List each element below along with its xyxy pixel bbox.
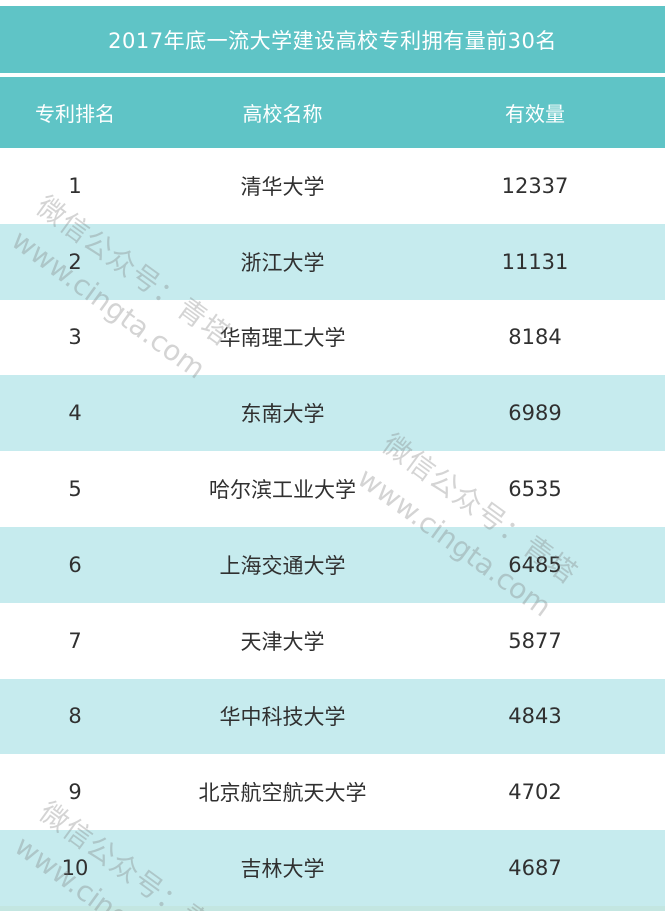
table-row: 5 哈尔滨工业大学 6535 bbox=[0, 451, 665, 527]
cell-name: 华中科技大学 bbox=[219, 705, 346, 730]
cell-value: 4702 bbox=[508, 780, 562, 805]
page-title: 2017年底一流大学建设高校专利拥有量前30名 bbox=[108, 28, 557, 53]
table-row: 7 天津大学 5877 bbox=[0, 602, 665, 679]
column-header-rank: 专利排名 bbox=[35, 102, 115, 126]
cell-name: 华南理工大学 bbox=[219, 326, 346, 351]
cell-rank: 1 bbox=[68, 173, 82, 198]
cell-value: 6485 bbox=[508, 552, 562, 577]
cell-rank: 7 bbox=[68, 628, 82, 653]
cell-rank: 10 bbox=[61, 856, 89, 881]
table-row: 9 北京航空航天大学 4702 bbox=[0, 754, 665, 831]
cell-name: 北京航空航天大学 bbox=[198, 781, 367, 806]
table-row: 1 清华大学 12337 bbox=[0, 148, 665, 224]
cell-rank: 5 bbox=[68, 477, 82, 502]
cell-name: 吉林大学 bbox=[240, 857, 325, 882]
cell-value: 12337 bbox=[501, 173, 569, 198]
cell-value: 4843 bbox=[508, 704, 562, 729]
cell-value: 8184 bbox=[508, 325, 562, 350]
table-title-bar: 2017年底一流大学建设高校专利拥有量前30名 bbox=[0, 6, 665, 73]
cell-value: 5877 bbox=[508, 628, 562, 653]
table-body: 1 清华大学 12337 2 浙江大学 11131 3 华南理工大学 8184 4 东南大学 6989… bbox=[0, 148, 665, 906]
cell-rank: 4 bbox=[68, 401, 82, 426]
bottom-strip bbox=[0, 906, 665, 911]
cell-name: 上海交通大学 bbox=[219, 553, 346, 578]
cell-value: 4687 bbox=[508, 856, 562, 881]
table-row: 6 上海交通大学 6485 bbox=[0, 526, 665, 603]
cell-value: 6535 bbox=[508, 477, 562, 502]
table-row: 4 东南大学 6989 bbox=[0, 375, 665, 452]
cell-value: 11131 bbox=[501, 249, 569, 274]
table-row: 10 吉林大学 4687 bbox=[0, 830, 665, 906]
cell-rank: 8 bbox=[68, 704, 82, 729]
cell-name: 哈尔滨工业大学 bbox=[209, 478, 356, 503]
column-header-count: 有效量 bbox=[505, 102, 565, 126]
column-header-university: 高校名称 bbox=[242, 102, 323, 126]
cell-name: 东南大学 bbox=[240, 402, 325, 427]
cell-rank: 9 bbox=[68, 780, 82, 805]
table-header-row: 专利排名 高校名称 有效量 bbox=[0, 77, 665, 148]
table-row: 3 华南理工大学 8184 bbox=[0, 299, 665, 376]
cell-rank: 2 bbox=[68, 249, 82, 274]
title-divider bbox=[0, 73, 665, 77]
table-row: 8 华中科技大学 4843 bbox=[0, 678, 665, 755]
cell-rank: 3 bbox=[68, 325, 82, 350]
cell-rank: 6 bbox=[68, 552, 82, 577]
table-row: 2 浙江大学 11131 bbox=[0, 223, 665, 300]
cell-name: 清华大学 bbox=[240, 174, 325, 199]
cell-name: 天津大学 bbox=[240, 629, 325, 654]
cell-value: 6989 bbox=[508, 401, 562, 426]
cell-name: 浙江大学 bbox=[240, 250, 325, 275]
